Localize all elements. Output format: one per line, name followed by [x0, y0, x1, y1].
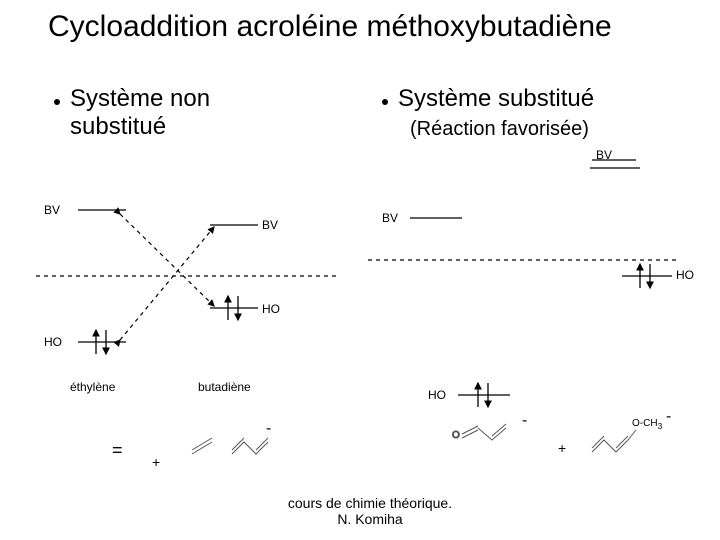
- mol-ethylene: [192, 438, 212, 454]
- slide-title: Cycloaddition acroléine méthoxybutadiène: [48, 10, 612, 44]
- minus-3: -: [666, 408, 671, 426]
- orbital-diagram: O: [0, 0, 720, 540]
- label-butadiene: butadiène: [198, 380, 251, 394]
- label-och3: O-CH3: [632, 418, 662, 431]
- label-ho-right-right: HO: [676, 268, 694, 282]
- label-bv-left-inner: BV: [262, 218, 278, 232]
- right-subheading: (Réaction favorisée): [410, 118, 589, 141]
- label-bv-right-left: BV: [382, 211, 398, 225]
- minus-1: -: [266, 420, 271, 438]
- right-heading: Système substitué: [398, 85, 594, 113]
- bullet-dot-left: [54, 99, 60, 105]
- label-bv-right-top: BV: [596, 148, 612, 162]
- label-ho-left-inner: HO: [262, 302, 280, 316]
- equals-sign: =: [112, 440, 123, 461]
- bullet-dot-right: [382, 99, 388, 105]
- footer: cours de chimie théorique. N. Komiha: [270, 495, 470, 527]
- plus-right: +: [558, 440, 566, 456]
- label-ho-left-outer: HO: [44, 335, 62, 349]
- label-ethylene: éthylène: [70, 380, 115, 394]
- left-heading-text: Système non substitué: [70, 85, 210, 140]
- mol-methoxybutadiene: [592, 430, 636, 452]
- footer-line2: N. Komiha: [337, 511, 402, 527]
- footer-line1: cours de chimie théorique.: [288, 495, 452, 511]
- och3-sub: 3: [658, 421, 663, 431]
- minus-2: -: [522, 412, 527, 430]
- mol-butadiene: [232, 438, 268, 454]
- plus-left: +: [152, 454, 160, 470]
- label-ho-right-left: HO: [428, 388, 446, 402]
- svg-text:O: O: [452, 430, 460, 441]
- och3-main: O-CH: [632, 418, 658, 429]
- left-heading: Système non substitué: [70, 85, 300, 141]
- right-heading-text: Système substitué: [398, 85, 594, 112]
- label-bv-left-outer: BV: [44, 203, 60, 217]
- mol-acrolein: O: [452, 424, 506, 441]
